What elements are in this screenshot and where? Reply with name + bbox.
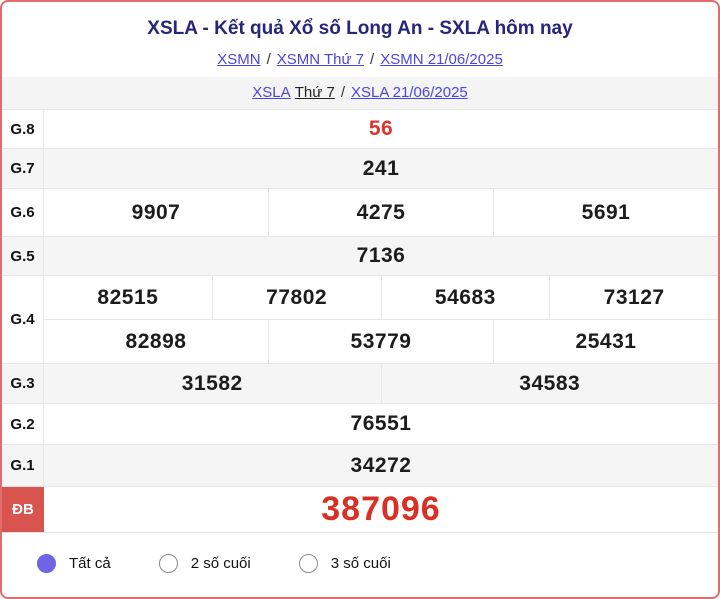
prize-label-g6: G.6 bbox=[2, 189, 44, 236]
filter-option-last-2-digits[interactable]: 2 số cuối bbox=[158, 554, 251, 573]
breadcrumb-link-xsla[interactable]: XSLA bbox=[252, 84, 291, 101]
breadcrumb-separator: / bbox=[370, 51, 375, 68]
prize-label-g2: G.2 bbox=[2, 404, 44, 444]
filter-option-label: 3 số cuối bbox=[330, 555, 391, 572]
prize-value: 34272 bbox=[350, 453, 412, 477]
page-title: XSLA - Kết quả Xổ số Long An - SXLA hôm … bbox=[147, 18, 573, 39]
prize-label-db: ĐB bbox=[2, 487, 44, 532]
prize-label-g8: G.8 bbox=[2, 110, 44, 148]
prize-value: 82898 bbox=[125, 329, 187, 353]
prize-value: 31582 bbox=[181, 371, 243, 395]
table-row-g3: G.3 31582 34583 bbox=[2, 363, 718, 403]
prize-label-g1: G.1 bbox=[2, 445, 44, 486]
radio-unselected-icon[interactable] bbox=[298, 554, 318, 573]
prize-value: 56 bbox=[368, 117, 394, 140]
display-filter-group: Tất cả 2 số cuối 3 số cuối bbox=[2, 532, 718, 594]
table-row-g5: G.5 7136 bbox=[2, 236, 718, 275]
breadcrumb-primary: XSMN / XSMN Thứ 7 / XSMN 21/06/2025 bbox=[2, 45, 718, 77]
table-row-g1: G.1 34272 bbox=[2, 444, 718, 486]
breadcrumb-link-xsmn[interactable]: XSMN bbox=[217, 51, 261, 68]
breadcrumb-separator: / bbox=[340, 84, 345, 101]
breadcrumb-separator: / bbox=[266, 51, 271, 68]
prize-value: 4275 bbox=[268, 189, 493, 236]
prize-value: 9907 bbox=[131, 200, 181, 224]
prize-label-g4: G.4 bbox=[2, 276, 44, 363]
prize-value: 7136 bbox=[356, 244, 406, 267]
table-row-db: ĐB 387096 bbox=[2, 486, 718, 532]
breadcrumb-link-xsla-date[interactable]: XSLA 21/06/2025 bbox=[350, 84, 468, 101]
radio-selected-icon[interactable] bbox=[37, 554, 56, 573]
table-row-g6: G.6 9907 4275 5691 bbox=[2, 188, 718, 236]
breadcrumb-secondary: XSLA Thứ 7 / XSLA 21/06/2025 bbox=[2, 77, 718, 109]
table-row-g8: G.8 56 bbox=[2, 109, 718, 148]
prize-value: 25431 bbox=[493, 320, 718, 363]
prize-value: 73127 bbox=[549, 276, 718, 319]
filter-option-label: Tất cả bbox=[69, 555, 111, 572]
prize-label-g3: G.3 bbox=[2, 364, 44, 403]
prize-value: 54683 bbox=[380, 276, 550, 319]
filter-option-label: 2 số cuối bbox=[190, 555, 251, 572]
g4-subrow-2: 82898 53779 25431 bbox=[44, 319, 718, 363]
table-row-g2: G.2 76551 bbox=[2, 403, 718, 444]
breadcrumb-day-text: Thứ 7 bbox=[294, 84, 335, 101]
prize-value: 34583 bbox=[380, 364, 719, 403]
prize-label-g7: G.7 bbox=[2, 149, 44, 188]
prize-value: 76551 bbox=[350, 412, 412, 435]
prize-value: 241 bbox=[362, 156, 400, 180]
prize-value: 53779 bbox=[268, 320, 493, 363]
table-row-g7: G.7 241 bbox=[2, 148, 718, 188]
prize-label-g5: G.5 bbox=[2, 237, 44, 275]
radio-unselected-icon[interactable] bbox=[158, 554, 178, 573]
prize-value: 5691 bbox=[493, 189, 718, 236]
filter-option-all[interactable]: Tất cả bbox=[37, 554, 111, 573]
jackpot-value: 387096 bbox=[321, 490, 441, 528]
g4-subrow-1: 82515 77802 54683 73127 bbox=[44, 276, 718, 319]
filter-option-last-3-digits[interactable]: 3 số cuối bbox=[298, 554, 391, 573]
breadcrumb-link-xsmn-date[interactable]: XSMN 21/06/2025 bbox=[380, 51, 503, 68]
results-table: G.8 56 G.7 241 G.6 9907 4275 5691 G.5 71… bbox=[2, 109, 718, 532]
table-row-g4: G.4 82515 77802 54683 73127 82898 53779 … bbox=[2, 275, 718, 363]
prize-value: 77802 bbox=[211, 276, 381, 319]
prize-value: 82515 bbox=[97, 285, 159, 309]
breadcrumb-link-xsmn-thu7[interactable]: XSMN Thứ 7 bbox=[276, 51, 365, 68]
